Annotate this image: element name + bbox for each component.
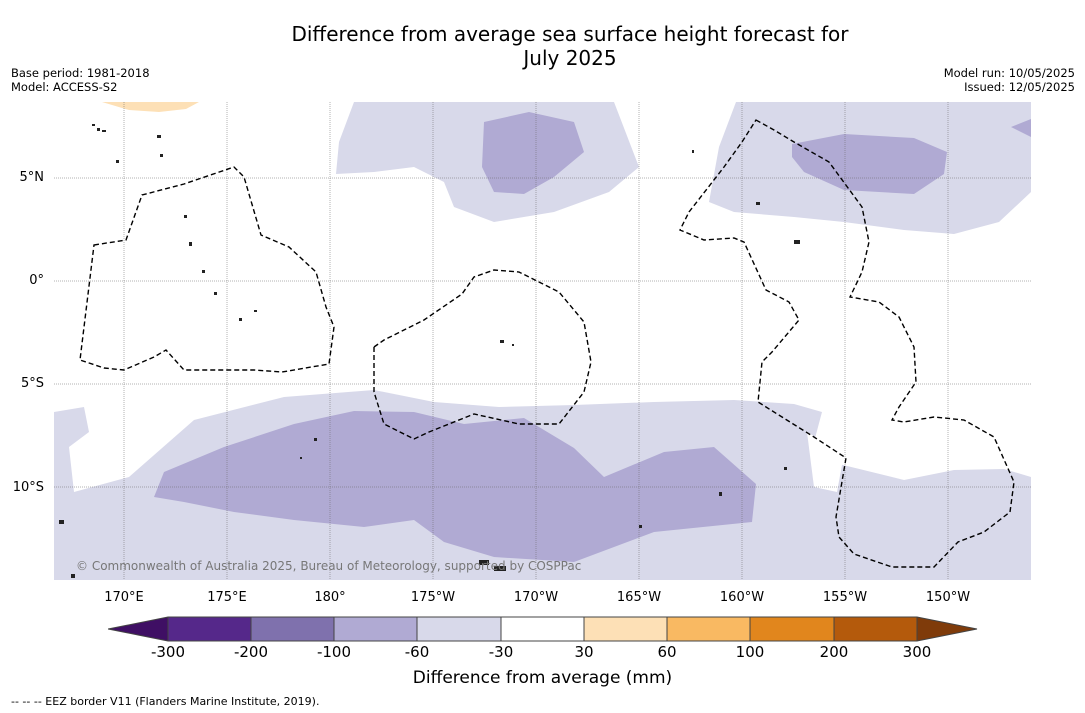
model-name: Model: ACCESS-S2 — [11, 80, 118, 94]
colorbar-segment-5 — [501, 617, 584, 641]
colorbar — [108, 616, 978, 642]
copyright-text: © Commonwealth of Australia 2025, Bureau… — [76, 559, 582, 573]
colorbar-tick: 60 — [657, 643, 677, 661]
anomaly-dark — [154, 112, 947, 562]
gridlines — [54, 102, 1031, 580]
colorbar-segment-1 — [168, 617, 251, 641]
colorbar-tick: -60 — [404, 643, 430, 661]
colorbar-tick: -200 — [233, 643, 269, 661]
lon-label-170w: 170°W — [513, 590, 559, 605]
colorbar-segment-9 — [834, 617, 917, 641]
colorbar-tick: -300 — [150, 643, 186, 661]
colorbar-tick: -30 — [488, 643, 514, 661]
colorbar-segment-2 — [251, 617, 334, 641]
eez-footnote: -- -- -- EEZ border V11 (Flanders Marine… — [11, 695, 320, 708]
title-line-2: July 2025 — [523, 46, 617, 70]
base-period: Base period: 1981-2018 — [11, 66, 150, 80]
lon-label-155w: 155°W — [822, 590, 868, 605]
anomaly-edge-patch — [1011, 119, 1031, 137]
lat-label-10s: 10°S — [12, 480, 44, 495]
islands — [59, 124, 800, 578]
issued-date: Issued: 12/05/2025 — [964, 80, 1075, 94]
colorbar-tick: 200 — [819, 643, 849, 661]
colorbar-tick: 300 — [902, 643, 932, 661]
lon-label-165w: 165°W — [616, 590, 662, 605]
map-svg — [54, 102, 1031, 580]
colorbar-arrow-low — [108, 617, 168, 641]
colorbar-outline — [108, 616, 978, 642]
colorbar-tick: 100 — [735, 643, 765, 661]
colorbar-segment-6 — [584, 617, 667, 641]
lon-label-160w: 160°W — [719, 590, 765, 605]
lon-label-170e: 170°E — [104, 590, 144, 605]
colorbar-segment-3 — [334, 617, 417, 641]
positive-anomaly-patch — [102, 102, 199, 112]
lon-label-175e: 175°E — [207, 590, 247, 605]
lat-label-5n: 5°N — [19, 170, 45, 185]
map-title: Difference from average sea surface heig… — [0, 22, 1085, 70]
colorbar-tick: 30 — [574, 643, 594, 661]
lon-label-150w: 150°W — [925, 590, 971, 605]
model-run: Model run: 10/05/2025 — [943, 66, 1075, 80]
colorbar-arrow-high — [917, 617, 977, 641]
eez-borders — [79, 119, 1015, 568]
colorbar-tick: -100 — [316, 643, 352, 661]
meta-left: Base period: 1981-2018 Model: ACCESS-S2 — [11, 66, 150, 94]
colorbar-label: Difference from average (mm) — [412, 668, 673, 688]
lon-label-175w: 175°W — [410, 590, 456, 605]
colorbar-segment-4 — [417, 617, 501, 641]
meta-right: Model run: 10/05/2025 Issued: 12/05/2025 — [944, 66, 1075, 94]
title-line-1: Difference from average sea surface heig… — [291, 22, 849, 46]
lat-label-5s: 5°S — [20, 376, 44, 391]
colorbar-segment-8 — [750, 617, 834, 641]
colorbar-segment-7 — [667, 617, 750, 641]
white-gap-patch — [807, 432, 844, 492]
lon-label-180: 180° — [314, 590, 346, 605]
lat-label-0: 0° — [29, 273, 44, 288]
map-area — [54, 102, 1031, 580]
